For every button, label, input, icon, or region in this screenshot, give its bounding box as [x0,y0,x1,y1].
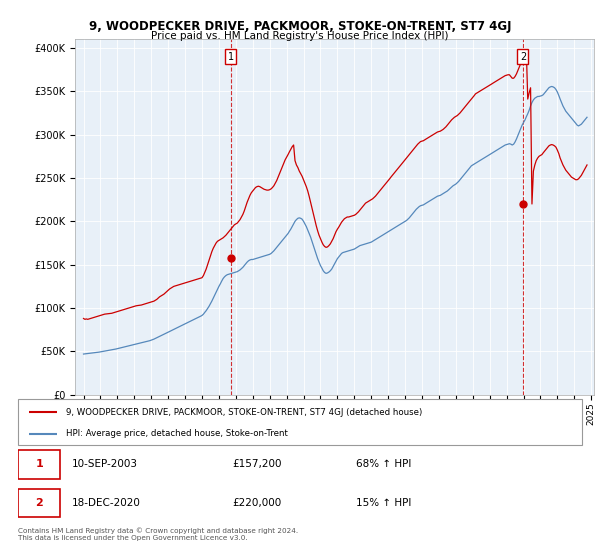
Text: 1: 1 [227,52,233,62]
Text: 2: 2 [520,52,526,62]
FancyBboxPatch shape [18,489,60,517]
Text: £157,200: £157,200 [232,460,282,469]
Text: £220,000: £220,000 [232,498,281,508]
Text: 9, WOODPECKER DRIVE, PACKMOOR, STOKE-ON-TRENT, ST7 4GJ (detached house): 9, WOODPECKER DRIVE, PACKMOOR, STOKE-ON-… [66,408,422,417]
Text: 15% ↑ HPI: 15% ↑ HPI [356,498,412,508]
Point [226,254,235,263]
Text: 18-DEC-2020: 18-DEC-2020 [71,498,140,508]
Text: 2: 2 [35,498,43,508]
Text: Price paid vs. HM Land Registry's House Price Index (HPI): Price paid vs. HM Land Registry's House … [151,31,449,41]
Text: 10-SEP-2003: 10-SEP-2003 [71,460,137,469]
Text: 68% ↑ HPI: 68% ↑ HPI [356,460,412,469]
Text: HPI: Average price, detached house, Stoke-on-Trent: HPI: Average price, detached house, Stok… [66,429,288,438]
Text: 1: 1 [35,460,43,469]
Text: 9, WOODPECKER DRIVE, PACKMOOR, STOKE-ON-TRENT, ST7 4GJ: 9, WOODPECKER DRIVE, PACKMOOR, STOKE-ON-… [89,20,511,32]
Text: Contains HM Land Registry data © Crown copyright and database right 2024.
This d: Contains HM Land Registry data © Crown c… [18,528,298,541]
Point [518,199,528,208]
FancyBboxPatch shape [18,399,582,445]
FancyBboxPatch shape [18,450,60,479]
